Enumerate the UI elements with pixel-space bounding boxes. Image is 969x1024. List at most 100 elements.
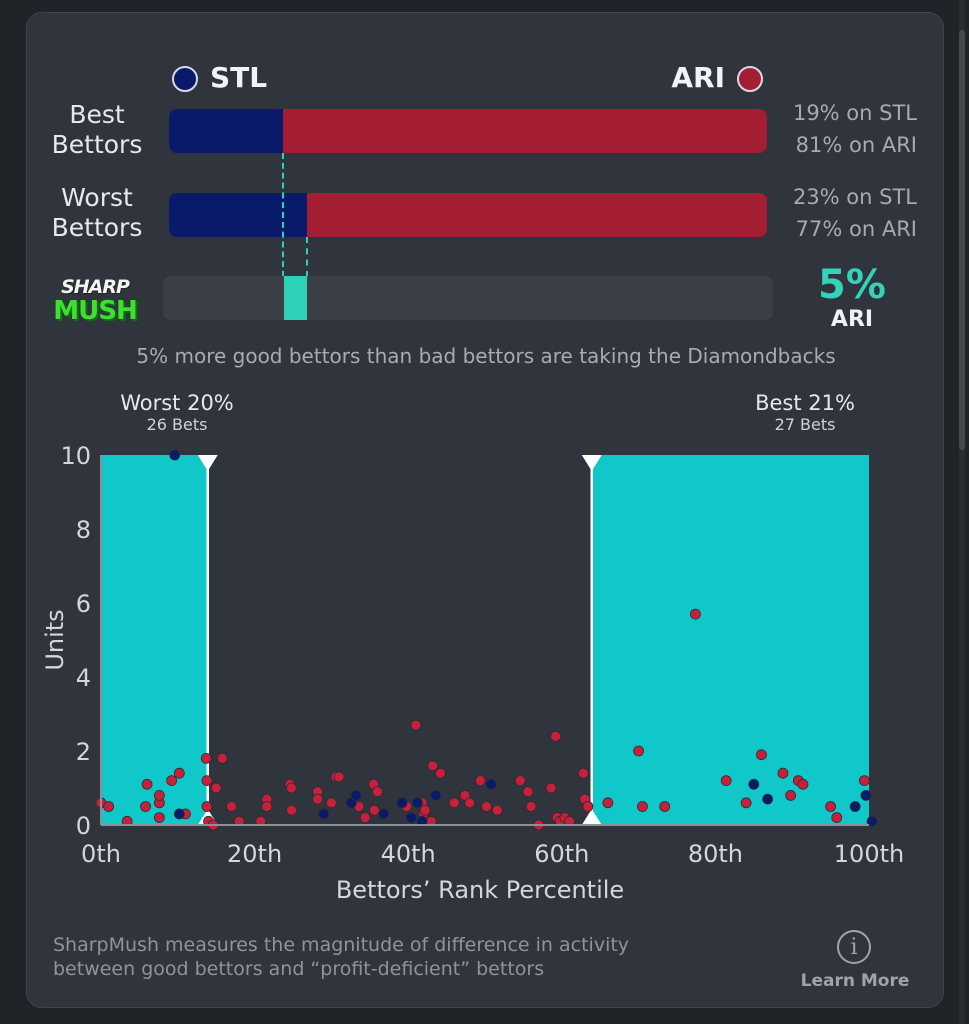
page-scrollbar[interactable] — [959, 0, 965, 1024]
x-tick-label: 20th — [227, 840, 282, 868]
worst-stl-pct: 23% on STL — [792, 185, 917, 209]
stl-bettor-point — [485, 778, 497, 790]
ari-bettor-point — [797, 778, 809, 790]
stl-bettor-point — [416, 815, 428, 827]
worst-bettors-label: Worst Bettors — [51, 183, 143, 242]
ari-bettor-point — [858, 775, 870, 787]
stl-bettor-point — [860, 789, 872, 801]
x-axis-title: Bettors’ Rank Percentile — [336, 876, 624, 904]
info-icon[interactable]: i — [837, 930, 871, 964]
stl-bettor-point — [318, 808, 330, 820]
x-tick-label: 0th — [81, 840, 121, 868]
sharpmush-caption: 5% more good bettors than bad bettors ar… — [136, 344, 836, 368]
best-zone-label: Best 21% 27 Bets — [755, 391, 855, 434]
learn-more-link[interactable]: Learn More — [800, 971, 910, 991]
best-stl-segment — [169, 109, 283, 153]
ari-bettor-point — [550, 730, 562, 742]
sharpmush-card: STL ARI Best Bettors 19% on STL 81% on A… — [26, 12, 944, 1008]
stl-bettor-point — [169, 449, 181, 461]
ari-bettor-point — [333, 771, 345, 783]
best-split-marker-line — [281, 153, 284, 277]
zone-handle-top-icon — [581, 455, 602, 471]
ari-bettor-point — [372, 786, 383, 798]
y-tick-label: 4 — [76, 664, 91, 692]
ari-bettor-point — [233, 815, 245, 827]
worst-ari-segment — [306, 193, 767, 237]
zone-handle-top-icon — [197, 455, 218, 471]
ari-bettor-point — [201, 775, 213, 787]
best-bettors-split: 19% on STL 81% on ARI — [727, 97, 917, 161]
ari-bettor-point — [286, 804, 297, 816]
ari-bettor-point — [564, 815, 575, 827]
x-tick-label: 60th — [534, 840, 589, 868]
ari-bettor-point — [464, 797, 476, 809]
ari-bettor-point — [121, 815, 133, 827]
ari-bettor-point — [448, 797, 460, 809]
ari-bettor-point — [286, 782, 297, 794]
worst-stl-segment — [169, 193, 307, 237]
ari-bettor-point — [166, 775, 178, 787]
stl-dot-icon — [172, 66, 198, 92]
ari-bettor-point — [740, 797, 752, 809]
ari-bettor-point — [545, 782, 557, 794]
stl-bettor-point — [405, 812, 417, 824]
away-team-label: STL — [210, 61, 268, 94]
sharpmush-logo: SHARP MUSH — [53, 276, 137, 326]
stl-bettor-point — [762, 793, 774, 805]
x-tick-label: 80th — [688, 840, 743, 868]
ari-bettor-point — [261, 801, 273, 812]
ari-bettor-point — [491, 804, 503, 816]
best-zone-region — [591, 455, 869, 825]
ari-bettor-point — [201, 801, 213, 812]
ari-bettor-point — [427, 760, 439, 772]
sharpmush-diff-fill — [283, 276, 307, 320]
y-tick-label: 8 — [76, 516, 91, 544]
zone-handle-bottom-icon — [581, 809, 602, 825]
scroll-thumb[interactable] — [959, 30, 965, 450]
stl-bettor-point — [378, 808, 390, 820]
stl-bettor-point — [866, 815, 878, 827]
ari-bettor-point — [633, 745, 644, 757]
y-axis-title: Units — [41, 609, 69, 670]
ari-bettor-point — [226, 801, 237, 812]
ari-bettor-point — [756, 749, 767, 761]
best-bettors-label: Best Bettors — [51, 100, 143, 159]
best-ari-pct: 81% on ARI — [795, 133, 917, 157]
ari-bettor-point — [659, 801, 671, 812]
stl-bettor-point — [430, 789, 442, 801]
worst-split-marker-line — [305, 237, 308, 277]
ari-dot-icon — [737, 66, 763, 92]
sharpmush-track — [163, 276, 773, 320]
ari-bettor-point — [359, 812, 371, 824]
ari-bettor-point — [325, 797, 337, 809]
x-tick-label: 100th — [834, 840, 904, 868]
y-tick-label: 10 — [60, 442, 91, 470]
stl-bettor-point — [173, 808, 185, 820]
ari-bettor-point — [777, 767, 789, 779]
ari-bettor-point — [173, 767, 185, 779]
worst-bettors-split: 23% on STL 77% on ARI — [727, 181, 917, 245]
ari-bettor-point — [255, 815, 267, 827]
ari-bettor-point — [153, 789, 165, 801]
ari-bettor-point — [200, 752, 212, 764]
stl-bettor-point — [350, 789, 362, 801]
worst-ari-pct: 77% on ARI — [795, 217, 917, 241]
ari-bettor-point — [481, 801, 492, 812]
stl-bettor-point — [412, 797, 423, 809]
ari-bettor-point — [140, 801, 151, 812]
ari-bettor-point — [577, 767, 589, 779]
y-tick-label: 6 — [76, 590, 91, 618]
ari-bettor-point — [582, 801, 594, 812]
stl-bettor-point — [748, 778, 760, 790]
ari-bettor-point — [514, 775, 526, 787]
ari-bettor-point — [720, 775, 732, 787]
sharpmush-team: ARI — [830, 307, 874, 332]
y-tick-label: 0 — [76, 812, 91, 840]
x-tick-label: 40th — [381, 840, 436, 868]
ari-bettor-point — [103, 801, 115, 812]
ari-bettor-point — [141, 778, 153, 790]
ari-bettor-point — [637, 801, 648, 812]
ari-bettor-point — [153, 812, 165, 824]
ari-bettor-point — [602, 797, 614, 809]
